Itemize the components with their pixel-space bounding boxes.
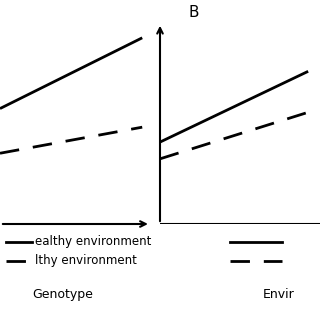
Text: lthy environment: lthy environment xyxy=(35,254,137,267)
Text: Envir: Envir xyxy=(262,288,294,301)
Text: ealthy environment: ealthy environment xyxy=(35,235,152,248)
Text: B: B xyxy=(189,5,199,20)
Text: Genotype: Genotype xyxy=(32,288,93,301)
